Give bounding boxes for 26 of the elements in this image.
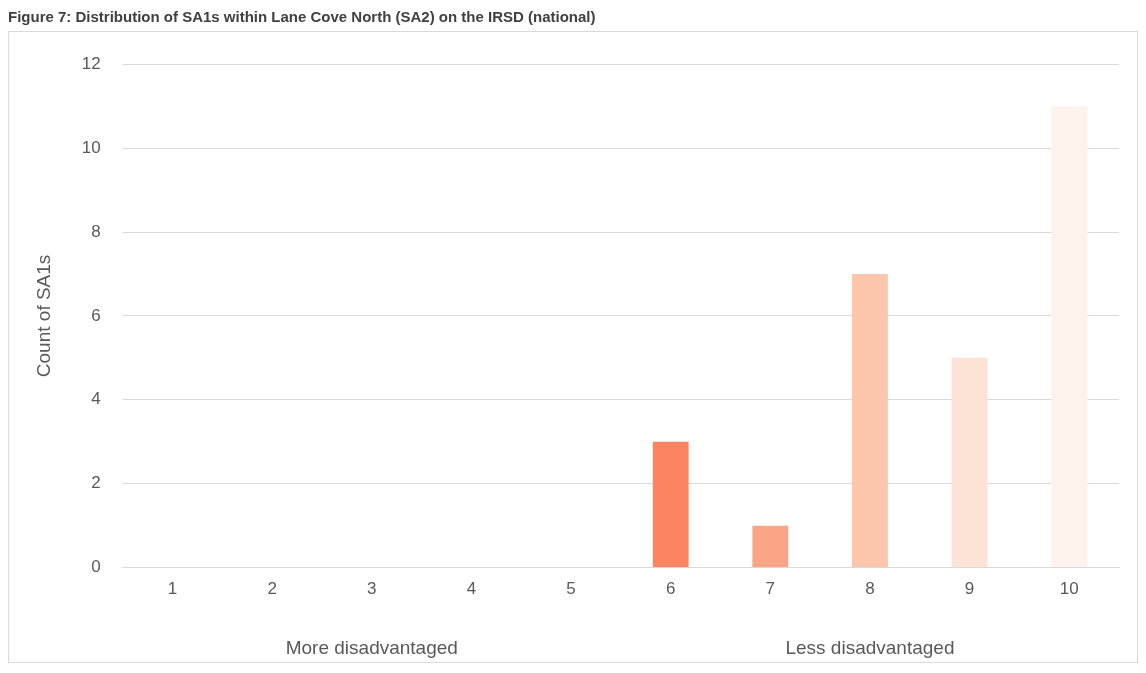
bar <box>752 525 789 568</box>
x-tick-label: 10 <box>1059 579 1079 599</box>
text: More disadvantaged <box>285 637 458 658</box>
x-tick-label: 5 <box>566 579 576 599</box>
x-tick-label: 9 <box>964 579 975 599</box>
y-tick-label: 0 <box>91 557 101 577</box>
x-tick-label: 6 <box>665 579 676 599</box>
y-tick-label: 4 <box>91 389 101 409</box>
x-tick-label: 8 <box>865 579 875 599</box>
y-tick-label: 2 <box>91 473 101 493</box>
bar <box>652 441 689 568</box>
y-tick-label: 10 <box>81 137 101 157</box>
x-tick-label: 3 <box>367 579 377 599</box>
x-tick-label: 1 <box>167 579 178 599</box>
bar <box>951 357 988 568</box>
bar <box>1051 106 1088 568</box>
x-tick-label: 2 <box>267 579 277 599</box>
x-tick-label: 7 <box>765 579 776 599</box>
bar <box>851 273 888 568</box>
y-tick-label: 6 <box>91 305 101 325</box>
y-axis-title: Count of SA1s <box>32 254 54 378</box>
x-tick-label: 4 <box>466 579 477 599</box>
chart-title: Figure 7: Distribution of SA1s within Lane Cove North (SA2) on the IRSD (national) <box>8 8 597 25</box>
y-tick-label: 8 <box>91 221 101 241</box>
y-tick-label: 12 <box>81 53 101 73</box>
text: Less disadvantaged <box>785 637 955 658</box>
